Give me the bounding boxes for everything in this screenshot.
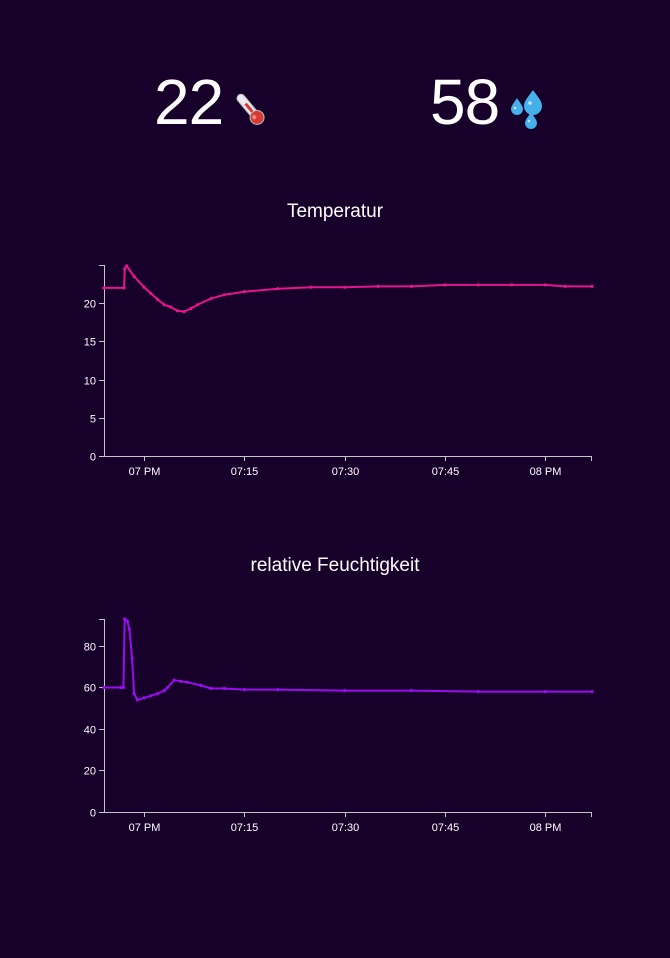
humidity-data-point bbox=[127, 627, 131, 631]
temperature-chart: 0 5 10 15 20 07 PM 07:15 07:30 07:45 08 PM bbox=[84, 264, 594, 478]
temperature-data-point bbox=[276, 287, 280, 291]
temperature-data-point bbox=[222, 293, 226, 297]
humidity-x-tick-label: 07:45 bbox=[432, 822, 460, 834]
temperature-data-point bbox=[149, 291, 153, 295]
temperature-data-point bbox=[409, 284, 414, 288]
humidity-chart: 0 20 40 60 80 07 PM 07:15 07:30 07:45 08 PM bbox=[84, 617, 594, 834]
temperature-x-tick-label: 08 PM bbox=[530, 466, 562, 478]
temperature-data-point bbox=[242, 290, 246, 294]
humidity-data-point bbox=[186, 680, 190, 684]
humidity-data-point bbox=[590, 690, 594, 694]
temperature-data-point bbox=[376, 284, 380, 288]
humidity-value: 58 bbox=[430, 66, 500, 138]
humidity-data-point bbox=[132, 692, 136, 696]
humidity-data-point bbox=[209, 686, 213, 691]
humidity-data-point bbox=[276, 688, 280, 692]
humidity-stat: 58 bbox=[430, 62, 547, 142]
temperature-data-point bbox=[175, 309, 180, 313]
humidity-series-line bbox=[104, 618, 592, 701]
temperature-data-point bbox=[443, 283, 447, 287]
humidity-y-tick-label: 0 bbox=[90, 808, 96, 820]
humidity-data-point bbox=[199, 683, 203, 687]
humidity-x-tick-label: 07 PM bbox=[129, 822, 161, 834]
temperature-x-tick-label: 07:45 bbox=[432, 466, 460, 478]
temperature-y-tick-label: 5 bbox=[90, 414, 96, 426]
humidity-data-point bbox=[130, 656, 134, 660]
temperature-data-point bbox=[132, 274, 136, 279]
humidity-y-tick-label: 80 bbox=[84, 642, 96, 654]
temperature-data-point bbox=[142, 285, 146, 289]
humidity-data-point bbox=[119, 685, 123, 690]
temperature-series-line bbox=[104, 264, 592, 313]
temperature-y-tick-label: 10 bbox=[84, 376, 96, 388]
humidity-data-point bbox=[135, 698, 139, 702]
humidity-data-point bbox=[343, 689, 347, 693]
temperature-data-point bbox=[309, 285, 313, 289]
humidity-y-tick-label: 60 bbox=[84, 683, 96, 695]
humidity-x-tick-label: 08 PM bbox=[530, 822, 562, 834]
humidity-data-point bbox=[142, 696, 146, 700]
thermometer-icon bbox=[229, 88, 271, 130]
humidity-data-point bbox=[179, 679, 183, 683]
temperature-stat: 22 bbox=[154, 62, 271, 142]
temperature-value: 22 bbox=[154, 66, 224, 138]
humidity-data-point bbox=[409, 689, 414, 693]
humidity-data-point bbox=[149, 694, 153, 698]
temperature-x-tick-label: 07:15 bbox=[231, 466, 259, 478]
temperature-data-point bbox=[122, 286, 126, 290]
temperature-y-tick-label: 15 bbox=[84, 337, 96, 349]
humidity-data-point bbox=[162, 689, 166, 693]
humidity-data-point bbox=[123, 617, 127, 621]
temperature-y-tick-label: 20 bbox=[84, 299, 96, 311]
temperature-data-point bbox=[543, 283, 547, 287]
temperature-data-point bbox=[196, 303, 200, 307]
humidity-data-point bbox=[165, 685, 170, 690]
humidity-data-point bbox=[242, 688, 246, 692]
temperature-y-tick-label: 0 bbox=[90, 452, 96, 464]
temperature-data-point bbox=[510, 283, 514, 287]
humidity-data-point bbox=[222, 686, 226, 691]
humidity-y-tick-label: 40 bbox=[84, 725, 96, 737]
temperature-data-point bbox=[189, 306, 193, 311]
temperature-data-point bbox=[209, 297, 213, 301]
temperature-data-point bbox=[155, 297, 160, 301]
temperature-data-point bbox=[125, 264, 129, 268]
humidity-data-point bbox=[476, 690, 480, 694]
temperature-data-point bbox=[590, 284, 594, 288]
temperature-data-point bbox=[169, 305, 173, 309]
temperature-data-point bbox=[123, 267, 127, 271]
temperature-data-point bbox=[162, 303, 166, 307]
humidity-data-point bbox=[121, 685, 125, 690]
humidity-x-tick-label: 07:15 bbox=[231, 822, 259, 834]
temperature-x-tick-label: 07 PM bbox=[129, 466, 161, 478]
droplets-icon bbox=[505, 88, 547, 130]
humidity-chart-title: relative Feuchtigkeit bbox=[250, 555, 420, 576]
humidity-data-point bbox=[125, 619, 129, 623]
temperature-data-point bbox=[182, 310, 186, 314]
humidity-x-tick-label: 07:30 bbox=[332, 822, 360, 834]
temperature-data-point bbox=[476, 283, 480, 287]
humidity-data-point bbox=[155, 692, 160, 696]
humidity-data-point bbox=[172, 678, 176, 682]
humidity-y-tick-label: 20 bbox=[84, 766, 96, 778]
temperature-data-point bbox=[102, 286, 106, 290]
humidity-data-point bbox=[543, 690, 547, 694]
temperature-data-point bbox=[563, 284, 567, 288]
humidity-data-point bbox=[102, 685, 106, 690]
temperature-data-point bbox=[343, 285, 347, 289]
temperature-chart-title: Temperatur bbox=[286, 201, 384, 222]
temperature-x-tick-label: 07:30 bbox=[332, 466, 360, 478]
